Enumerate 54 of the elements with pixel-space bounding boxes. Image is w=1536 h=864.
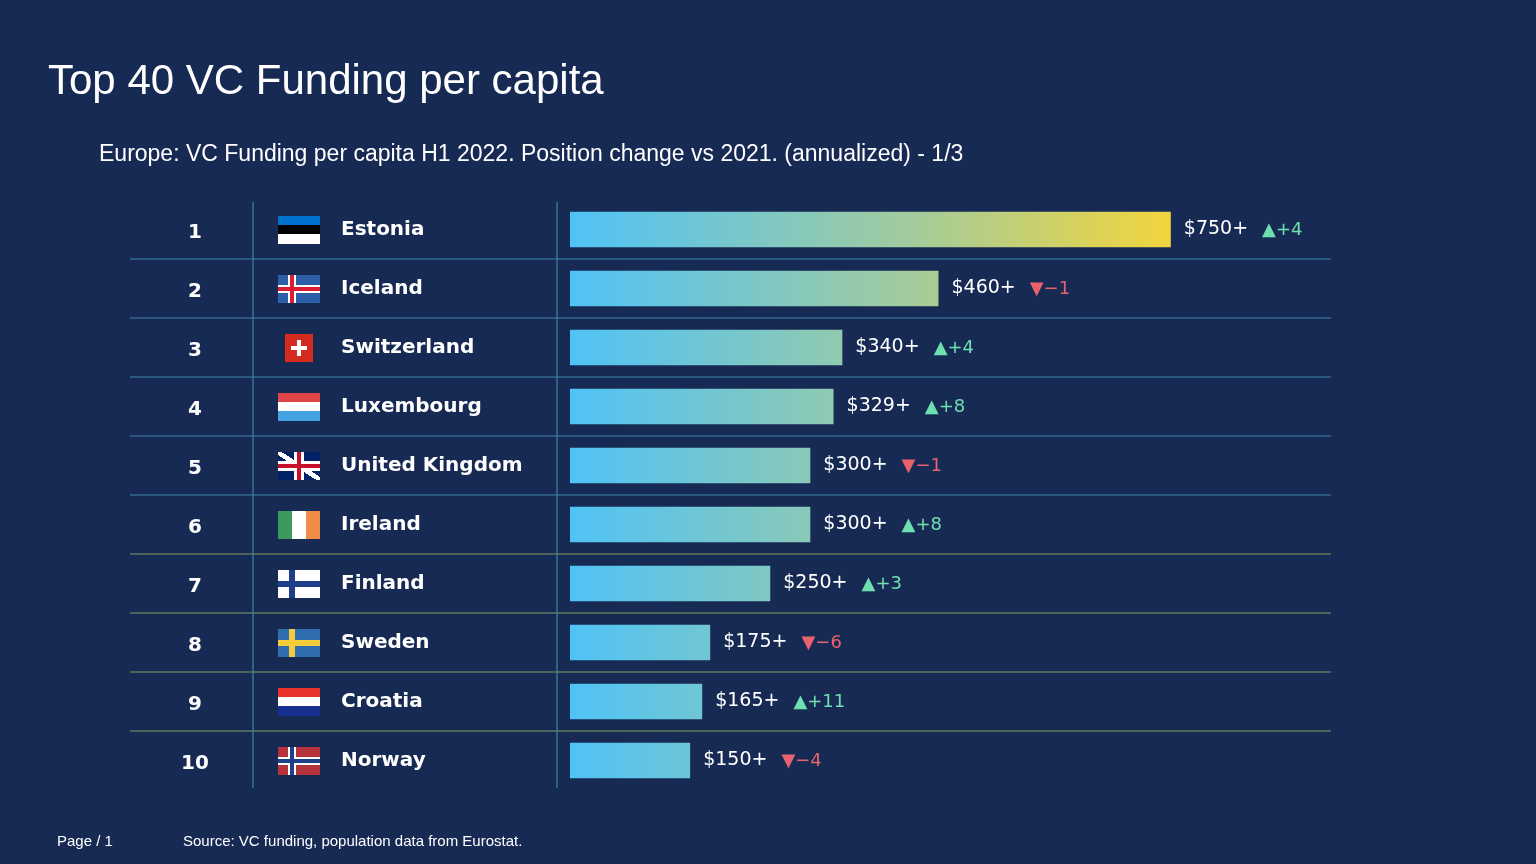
data-label: $750+ [1183, 216, 1249, 239]
bar [570, 447, 811, 484]
y-tick-label: Iceland [341, 274, 423, 299]
data-label: $340+ [855, 334, 920, 357]
data-label: $460+ [951, 275, 1016, 298]
data-label: $165+ [715, 688, 780, 711]
text: 3 [188, 336, 202, 361]
annotation: ▲+11 [793, 690, 846, 712]
y-tick-label: Switzerland [341, 333, 475, 358]
bar [570, 683, 703, 720]
chart-subtitle: Europe: VC Funding per capita H1 2022. Position change vs 2021. (annualized) - 1/3 [99, 140, 964, 167]
annotation: ▼−1 [901, 454, 942, 476]
y-tick-label: Luxembourg [341, 392, 482, 417]
y-tick-label: Finland [341, 569, 425, 594]
text: 5 [188, 454, 202, 479]
data-label: $300+ [823, 452, 888, 475]
bar [570, 270, 939, 307]
text: 4 [188, 395, 202, 420]
bar [570, 388, 834, 425]
text: 6 [188, 513, 202, 538]
y-tick-label: Norway [341, 746, 426, 771]
annotation: ▲+8 [924, 395, 966, 417]
data-label: $329+ [846, 393, 911, 416]
data-label: $150+ [703, 747, 768, 770]
annotation: ▼−1 [1029, 277, 1071, 299]
y-tick-label: Ireland [341, 510, 421, 535]
bar [570, 742, 691, 779]
y-tick-label: Croatia [341, 687, 423, 712]
bar [570, 329, 843, 366]
bar [570, 506, 811, 543]
data-label: $300+ [823, 511, 888, 534]
y-tick-label: United Kingdom [341, 451, 523, 476]
text: Page / 1 [57, 832, 113, 849]
chart-title: Top 40 VC Funding per capita [48, 56, 604, 104]
text: 7 [188, 572, 202, 597]
source-note: Source: VC funding, population data from Eurostat. [183, 832, 523, 849]
data-label: $175+ [723, 629, 788, 652]
annotation: ▲+4 [933, 336, 975, 358]
bar [570, 565, 771, 602]
bar [570, 211, 1171, 248]
annotation: ▲+8 [901, 513, 942, 535]
text: 2 [188, 277, 202, 302]
text: 10 [181, 749, 209, 774]
y-tick-label: Estonia [341, 215, 425, 240]
text: 8 [188, 631, 202, 656]
annotation: ▼−6 [801, 631, 842, 653]
bar [570, 624, 711, 661]
annotation: ▲+4 [1262, 218, 1303, 240]
annotation: ▼−4 [781, 749, 822, 771]
text: 9 [188, 690, 202, 715]
y-tick-label: Sweden [341, 628, 430, 653]
text: 1 [188, 218, 202, 243]
data-label: $250+ [783, 570, 848, 593]
annotation: ▲+3 [861, 572, 902, 594]
